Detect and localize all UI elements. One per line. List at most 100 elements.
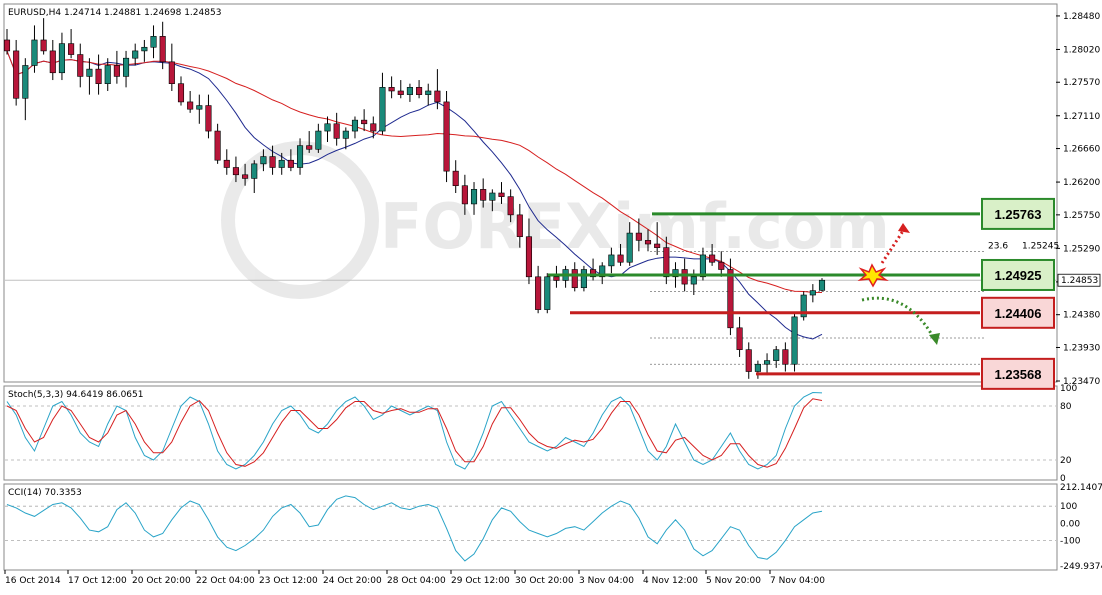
fib-price-text: 1.25245 bbox=[1022, 242, 1059, 252]
candle-body bbox=[122, 57, 130, 77]
y-tick-label: 1.28020 bbox=[1063, 45, 1100, 55]
candle-body bbox=[727, 269, 734, 329]
candle-body bbox=[31, 39, 38, 66]
candle-body bbox=[205, 105, 212, 132]
candle-body bbox=[315, 130, 322, 150]
y-tick-label: 1.23930 bbox=[1063, 343, 1100, 353]
candle-body bbox=[580, 269, 587, 289]
level-label: 1.24925 bbox=[995, 268, 1042, 283]
candle-body bbox=[177, 83, 185, 103]
candle-body bbox=[333, 123, 340, 139]
candle-body bbox=[443, 101, 450, 172]
candle-body bbox=[196, 105, 203, 110]
candle-body bbox=[782, 349, 789, 365]
candle-body bbox=[361, 119, 368, 125]
y-axis: 1.28480 1.28020 1.27570 1.27110 1.26660 1.262… bbox=[1056, 12, 1100, 387]
candle-body bbox=[40, 39, 47, 52]
candle-body bbox=[590, 269, 597, 278]
ma-slow-line bbox=[6, 50, 823, 293]
arrows bbox=[857, 222, 940, 345]
candle-body bbox=[434, 90, 441, 103]
x-tick-label: 4 Nov 12:00 bbox=[643, 576, 698, 586]
x-tick-label: 28 Oct 04:00 bbox=[387, 576, 446, 586]
candle-body bbox=[132, 50, 139, 59]
y-tick-label: 1.26660 bbox=[1063, 145, 1100, 155]
candle-body bbox=[214, 130, 221, 161]
level-box bbox=[981, 258, 1055, 291]
candle-body bbox=[626, 232, 633, 263]
x-tick-label: 30 Oct 20:00 bbox=[515, 576, 574, 586]
candle-body bbox=[113, 65, 120, 77]
level-box bbox=[981, 357, 1055, 390]
candle-body bbox=[736, 327, 743, 350]
candle-body bbox=[324, 123, 331, 132]
candle-body bbox=[571, 269, 578, 289]
candle-body bbox=[242, 174, 249, 179]
x-tick-label: 5 Nov 20:00 bbox=[706, 576, 761, 586]
candle-body bbox=[663, 247, 670, 278]
candle-body bbox=[635, 232, 642, 241]
candle-body bbox=[260, 156, 267, 165]
candle-body bbox=[681, 269, 688, 285]
candle-body bbox=[672, 269, 679, 278]
stoch-header: Stoch(5,3,3) 94.6419 86.0651 bbox=[8, 390, 143, 400]
x-tick-label: 7 Nov 04:00 bbox=[770, 576, 825, 586]
y-tick-label: 1.24380 bbox=[1063, 311, 1100, 321]
candle-body bbox=[699, 254, 707, 278]
cci-header: CCI(14) 70.3353 bbox=[8, 488, 82, 498]
stoch-pane bbox=[3, 385, 1058, 481]
candle-body bbox=[416, 87, 423, 95]
candle-body bbox=[150, 36, 157, 48]
candle-body bbox=[525, 236, 533, 278]
candle-body bbox=[608, 254, 615, 267]
candle-body bbox=[49, 50, 56, 74]
candle-body bbox=[452, 170, 459, 187]
up-arrow-line bbox=[880, 230, 905, 264]
candle-body bbox=[535, 276, 542, 310]
current-price-label: 1.24853 bbox=[1061, 276, 1098, 286]
level-label: 1.25763 bbox=[995, 207, 1042, 222]
candle-body bbox=[104, 65, 111, 84]
x-axis: 16 Oct 2014 17 Oct 12:00 20 Oct 20:00 22 Oc… bbox=[4, 570, 825, 586]
candle-body bbox=[644, 240, 652, 245]
candle-body bbox=[516, 214, 523, 238]
down-arrow-head-icon bbox=[929, 332, 940, 345]
cci-pane bbox=[3, 483, 1058, 571]
candle-body bbox=[544, 276, 551, 310]
candle-body bbox=[507, 196, 514, 216]
candle-body bbox=[58, 43, 65, 74]
x-tick-label: 23 Oct 12:00 bbox=[259, 576, 318, 586]
candle-body bbox=[306, 145, 313, 150]
x-tick-label: 24 Oct 20:00 bbox=[323, 576, 382, 586]
cci-tick-label: 100 bbox=[1060, 502, 1077, 512]
x-tick-label: 17 Oct 12:00 bbox=[68, 576, 127, 586]
candle-body bbox=[599, 265, 606, 278]
candle-body bbox=[425, 90, 432, 95]
x-tick-label: 22 Oct 04:00 bbox=[196, 576, 255, 586]
candle-body bbox=[351, 119, 359, 132]
candle-body bbox=[287, 159, 294, 168]
level-box bbox=[981, 197, 1055, 230]
candle-body bbox=[709, 254, 716, 263]
candle-body bbox=[690, 276, 697, 285]
stoch-tick-label: 0 bbox=[1060, 474, 1066, 484]
candle-body bbox=[278, 159, 285, 168]
candle-body bbox=[388, 87, 395, 92]
candle-body bbox=[553, 276, 560, 281]
candle-body bbox=[773, 349, 780, 361]
main-pane bbox=[3, 3, 1058, 383]
x-tick-label: 29 Oct 12:00 bbox=[451, 576, 510, 586]
svg-text:FOREXimf.com: FOREXimf.com bbox=[380, 190, 890, 263]
breakout-star-icon bbox=[857, 263, 889, 288]
candle-body bbox=[818, 279, 826, 291]
x-tick-label: 3 Nov 04:00 bbox=[579, 576, 634, 586]
fib-level-text: 23.6 bbox=[988, 242, 1008, 252]
candle-body bbox=[13, 50, 20, 99]
candle-body bbox=[498, 192, 505, 197]
moving-averages bbox=[6, 50, 823, 340]
candle-body bbox=[77, 54, 84, 77]
stoch-indicator: 100 80 20 0 bbox=[5, 384, 1077, 484]
candle-body bbox=[141, 46, 148, 52]
candle-body bbox=[251, 163, 258, 179]
